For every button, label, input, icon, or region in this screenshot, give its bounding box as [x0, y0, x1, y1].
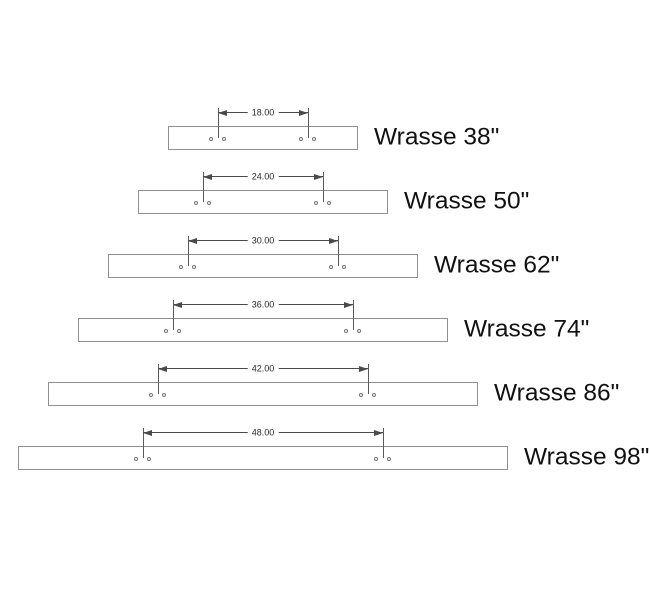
mounting-hole [299, 137, 303, 141]
dimension-value: 42.00 [247, 363, 279, 374]
mounting-hole [134, 457, 138, 461]
mounting-hole [192, 265, 196, 269]
mounting-hole [312, 137, 316, 141]
mounting-hole [179, 265, 183, 269]
dimension-arrow-left [188, 237, 197, 244]
dimension-value: 30.00 [247, 235, 279, 246]
dimension-extension-line [322, 172, 324, 202]
mounting-hole [149, 393, 153, 397]
wrasse-bar-outline [138, 190, 388, 214]
dimension-arrow-left [203, 173, 212, 180]
dimension-value: 48.00 [247, 427, 279, 438]
mounting-hole [209, 137, 213, 141]
mounting-hole [357, 329, 361, 333]
mounting-hole [372, 393, 376, 397]
wrasse-bar-outline [48, 382, 478, 406]
bar-size-label: Wrasse 74" [464, 315, 590, 343]
dimension-arrow-right [374, 429, 383, 436]
mounting-hole [359, 393, 363, 397]
bar-size-label: Wrasse 38" [374, 123, 500, 151]
mounting-hole [327, 201, 331, 205]
wrasse-bar-outline [78, 318, 448, 342]
mounting-hole [374, 457, 378, 461]
dimension-extension-line [217, 108, 219, 138]
mounting-hole [387, 457, 391, 461]
mounting-hole [194, 201, 198, 205]
wrasse-bar-outline [18, 446, 508, 470]
dimension-arrow-right [359, 365, 368, 372]
dimension-extension-line [157, 364, 159, 394]
mounting-hole [162, 393, 166, 397]
wrasse-bar-outline [108, 254, 418, 278]
bar-size-label: Wrasse 98" [524, 443, 650, 471]
dimension-value: 24.00 [247, 171, 279, 182]
mounting-hole [164, 329, 168, 333]
mounting-hole [207, 201, 211, 205]
dimension-arrow-right [329, 237, 338, 244]
dimension-extension-line [187, 236, 189, 266]
mounting-hole [344, 329, 348, 333]
dimension-arrow-right [314, 173, 323, 180]
mounting-hole [342, 265, 346, 269]
wrasse-bar-outline [168, 126, 358, 150]
bar-size-label: Wrasse 50" [404, 187, 530, 215]
dimension-extension-line [202, 172, 204, 202]
bar-size-label: Wrasse 86" [494, 379, 620, 407]
bar-size-label: Wrasse 62" [434, 251, 560, 279]
dimension-arrow-left [158, 365, 167, 372]
dimension-arrow-right [344, 301, 353, 308]
mounting-hole [329, 265, 333, 269]
mounting-hole [314, 201, 318, 205]
dimension-arrow-right [299, 109, 308, 116]
mounting-hole [147, 457, 151, 461]
dimension-extension-line [367, 364, 369, 394]
dimension-arrow-left [143, 429, 152, 436]
dimension-extension-line [352, 300, 354, 330]
mounting-hole [222, 137, 226, 141]
mounting-hole [177, 329, 181, 333]
dimension-extension-line [307, 108, 309, 138]
dimension-extension-line [142, 428, 144, 458]
dimension-value: 36.00 [247, 299, 279, 310]
dimension-extension-line [172, 300, 174, 330]
dimension-extension-line [337, 236, 339, 266]
dimension-arrow-left [173, 301, 182, 308]
dimension-value: 18.00 [247, 107, 279, 118]
dimension-extension-line [382, 428, 384, 458]
dimension-arrow-left [218, 109, 227, 116]
